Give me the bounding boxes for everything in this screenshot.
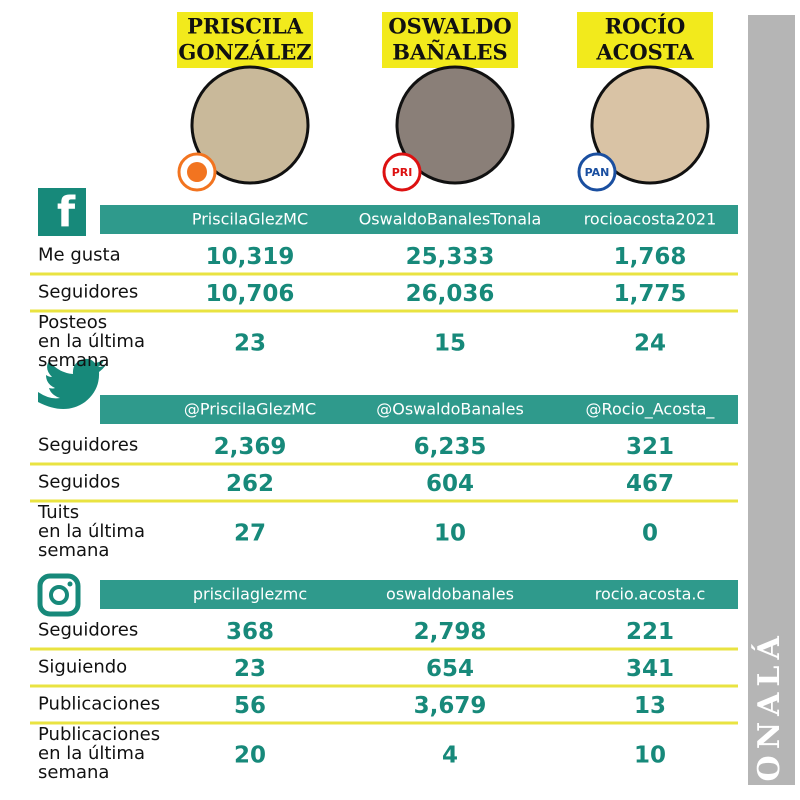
value: 10 <box>434 521 466 547</box>
value: 10,319 <box>206 244 295 270</box>
handle: @OswaldoBanales <box>376 400 524 419</box>
row-label: Posteos <box>38 312 107 333</box>
value: 604 <box>426 471 474 497</box>
handle-bar <box>100 580 738 609</box>
twitter-icon <box>38 358 106 409</box>
row-label: Me gusta <box>38 245 121 266</box>
row-label: Publicaciones <box>38 724 160 745</box>
value: 26,036 <box>406 281 495 307</box>
row-label: en la última <box>38 331 145 352</box>
handle: PriscilaGlezMC <box>192 210 308 229</box>
value: 0 <box>642 521 658 547</box>
candidate-photo <box>590 65 710 185</box>
handle: rocioacosta2021 <box>584 210 717 229</box>
value: 23 <box>234 656 266 682</box>
value: 368 <box>226 619 274 645</box>
side-band <box>748 15 795 785</box>
candidate-name: ROCÍO <box>605 14 686 39</box>
party-name: PAN <box>585 166 610 179</box>
party-name: PRI <box>392 166 413 179</box>
handle: OswaldoBanalesTonala <box>359 210 542 229</box>
party-logo <box>382 152 422 192</box>
candidate-name: BAÑALES <box>392 40 507 65</box>
row-label: Siguiendo <box>38 657 127 678</box>
row-label: Publicaciones <box>38 694 160 715</box>
value: 1,768 <box>614 244 687 270</box>
party-mark <box>187 162 207 182</box>
value: 2,369 <box>214 434 287 460</box>
value: 24 <box>634 331 666 357</box>
value: 467 <box>626 471 674 497</box>
handle: priscilaglezmc <box>193 585 307 604</box>
side-label: TONALÁ <box>751 630 787 800</box>
value: 10,706 <box>206 281 295 307</box>
row-label: semana <box>38 350 109 371</box>
row-label: Tuits <box>37 502 79 523</box>
row-label: semana <box>38 762 109 783</box>
value: 2,798 <box>414 619 487 645</box>
value: 23 <box>234 331 266 357</box>
handle: oswaldobanales <box>386 585 514 604</box>
name-box <box>177 12 313 68</box>
name-box <box>382 12 518 68</box>
facebook-f: f <box>57 188 76 237</box>
row-label: Seguidores <box>38 435 138 456</box>
candidate-photo <box>395 65 515 185</box>
value: 321 <box>626 434 674 460</box>
value: 10 <box>634 743 666 769</box>
name-box <box>577 12 713 68</box>
row-label: Seguidores <box>38 620 138 641</box>
row-label: en la última <box>38 743 145 764</box>
value: 25,333 <box>406 244 495 270</box>
handle-bar <box>100 395 738 424</box>
handle-bar <box>100 205 738 234</box>
party-logo <box>577 152 617 192</box>
value: 15 <box>434 331 466 357</box>
handle: rocio.acosta.c <box>595 585 706 604</box>
value: 262 <box>226 471 274 497</box>
candidate-name: PRISCILA <box>187 14 304 39</box>
candidate-name: GONZÁLEZ <box>178 40 311 65</box>
instagram-icon <box>37 573 81 617</box>
instagram-dot <box>67 581 73 587</box>
value: 56 <box>234 693 266 719</box>
candidate-photo <box>190 65 310 185</box>
candidate-name: OSWALDO <box>388 14 511 39</box>
value: 221 <box>626 619 674 645</box>
value: 4 <box>442 743 458 769</box>
value: 6,235 <box>414 434 487 460</box>
facebook-icon <box>38 188 86 236</box>
value: 341 <box>626 656 674 682</box>
handle: @PriscilaGlezMC <box>184 400 316 419</box>
value: 3,679 <box>414 693 487 719</box>
value: 654 <box>426 656 474 682</box>
row-label: Seguidores <box>38 282 138 303</box>
instagram-lens <box>49 585 69 605</box>
value: 1,775 <box>614 281 687 307</box>
row-label: semana <box>38 540 109 561</box>
value: 13 <box>634 693 666 719</box>
candidate-name: ACOSTA <box>595 40 694 65</box>
value: 20 <box>234 743 266 769</box>
handle: @Rocio_Acosta_ <box>586 400 716 420</box>
row-label: en la última <box>38 521 145 542</box>
row-label: Seguidos <box>38 472 120 493</box>
value: 27 <box>234 521 266 547</box>
